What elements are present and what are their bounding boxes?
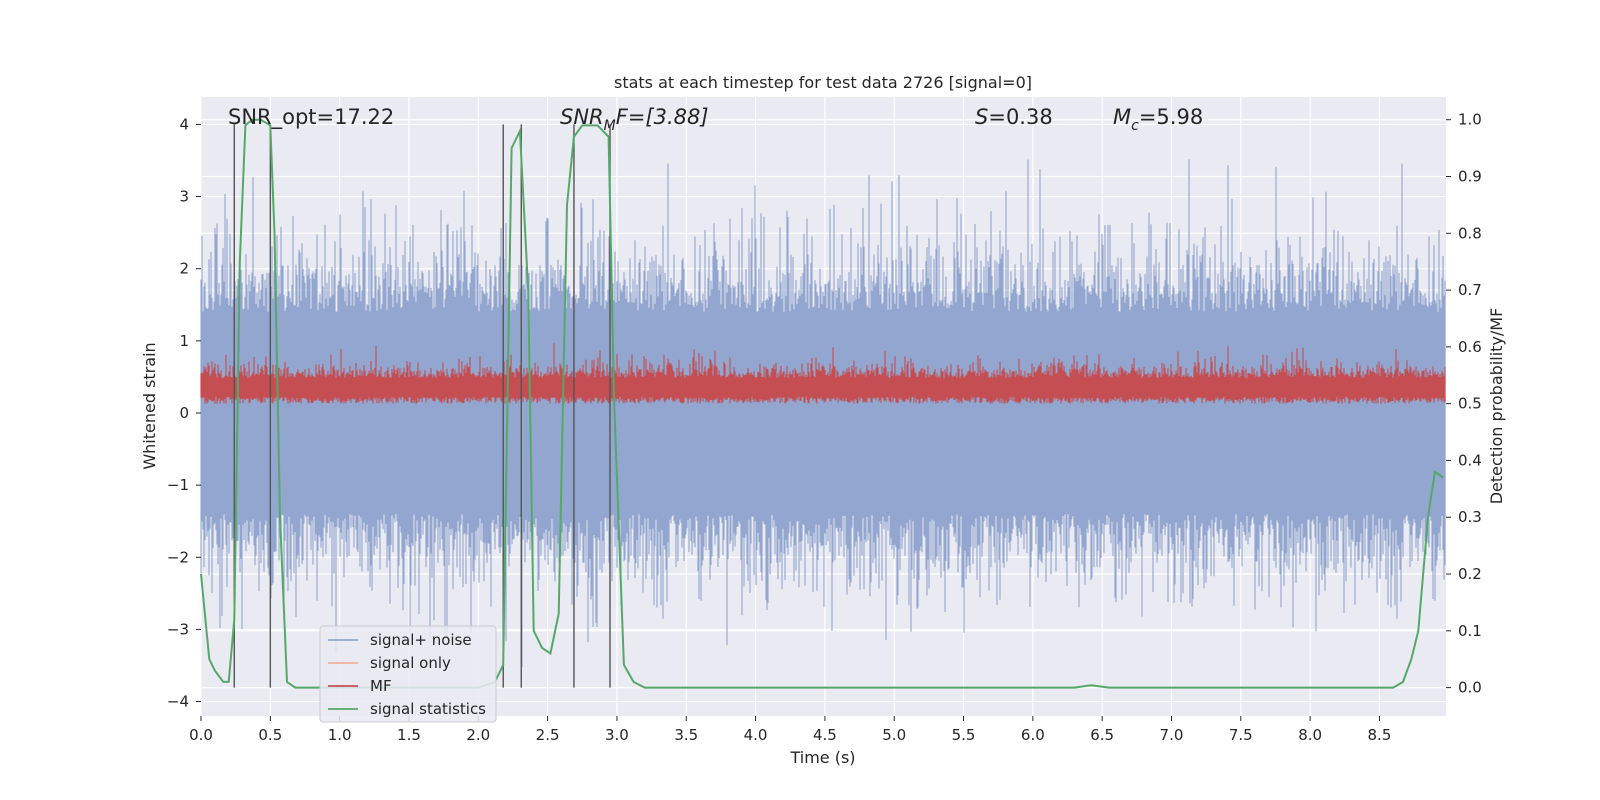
annotation-snr-opt: SNR_opt=17.22 [228, 105, 394, 130]
annotation-s: S=0.38 [975, 105, 1053, 129]
legend: signal+ noise signal only MF signal stat… [319, 625, 497, 723]
x-tick-label: 5.5 [952, 726, 976, 744]
y-tick-label: 3 [179, 188, 189, 206]
y-right-tick-label: 0.5 [1458, 395, 1482, 413]
y-axis-label-right: Detection probability/MF [1487, 308, 1506, 505]
x-axis-label: Time (s) [789, 748, 855, 767]
y-axis-label: Whitened strain [140, 342, 159, 469]
annotation-mc-value: =5.98 [1139, 105, 1203, 129]
y-tick-label: 4 [179, 115, 189, 133]
y-right-tick-label: 0.9 [1458, 168, 1482, 186]
legend-label-signal-noise: signal+ noise [370, 631, 472, 649]
x-tick-label: 7.5 [1229, 726, 1253, 744]
x-tick-label: 2.5 [536, 726, 560, 744]
mf-line [200, 343, 1446, 404]
x-tick-label: 5.0 [882, 726, 906, 744]
x-tick-label: 7.0 [1160, 726, 1184, 744]
mf-series [200, 343, 1446, 404]
annotation-snr-mf-value: F=[3.88] [616, 105, 709, 129]
legend-label-signal-only: signal only [370, 654, 451, 672]
y-right-tick-label: 1.0 [1458, 111, 1482, 129]
x-tick-label: 1.5 [397, 726, 421, 744]
x-tick-label: 8.5 [1368, 726, 1392, 744]
x-tick-label: 2.0 [466, 726, 490, 744]
annotation-snr-mf-subscript: M [604, 118, 616, 134]
annotation-s-symbol: S [975, 105, 988, 129]
annotation-snr-mf-symbol: SNR [560, 105, 604, 129]
x-tick-label: 0.5 [258, 726, 282, 744]
annotation-snr-mf: SNRMF=[3.88] [560, 105, 709, 134]
y-tick-label: 0 [179, 404, 189, 422]
x-tick-label: 0.0 [189, 726, 213, 744]
annotation-s-value: =0.38 [988, 105, 1052, 129]
plot-area [200, 118, 1446, 689]
x-tick-label: 4.5 [813, 726, 837, 744]
y-tick-label: 2 [179, 260, 189, 278]
x-tick-label: 6.5 [1090, 726, 1114, 744]
annotation-mc: Mc=5.98 [1113, 105, 1203, 134]
x-tick-label: 1.0 [328, 726, 352, 744]
y-right-tick-label: 0.3 [1458, 508, 1482, 526]
legend-label-signal-statistics: signal statistics [370, 700, 486, 718]
legend-box [319, 625, 497, 723]
x-tick-label: 3.0 [605, 726, 629, 744]
signal-statistics-series [200, 118, 1444, 689]
x-tick-label: 3.5 [674, 726, 698, 744]
x-tick-label: 8.0 [1298, 726, 1322, 744]
axis-ticks: 0.0 0.5 1.0 1.5 2.0 2.5 3.0 3.5 4.0 4.5 5.0 5.5 6.0 6… [167, 111, 1482, 744]
y-tick-label: 1 [179, 332, 189, 350]
y-right-tick-label: 0.2 [1458, 565, 1482, 583]
legend-label-mf: MF [370, 677, 392, 695]
y-right-tick-label: 0.4 [1458, 451, 1482, 469]
y-right-tick-label: 0.7 [1458, 281, 1482, 299]
y-tick-label: −4 [167, 693, 189, 711]
annotation-mc-subscript: c [1131, 118, 1139, 134]
y-tick-label: −1 [167, 476, 189, 494]
y-right-tick-label: 0.6 [1458, 338, 1482, 356]
x-tick-label: 4.0 [744, 726, 768, 744]
signal-statistics-line [200, 118, 1444, 689]
y-right-tick-label: 0.0 [1458, 679, 1482, 697]
y-right-tick-label: 0.1 [1458, 622, 1482, 640]
chart-title: stats at each timestep for test data 272… [614, 73, 1032, 92]
annotation-mc-symbol: M [1113, 105, 1131, 129]
y-tick-label: −3 [167, 620, 189, 638]
x-tick-label: 6.0 [1021, 726, 1045, 744]
y-tick-label: −2 [167, 548, 189, 566]
y-right-tick-label: 0.8 [1458, 224, 1482, 242]
